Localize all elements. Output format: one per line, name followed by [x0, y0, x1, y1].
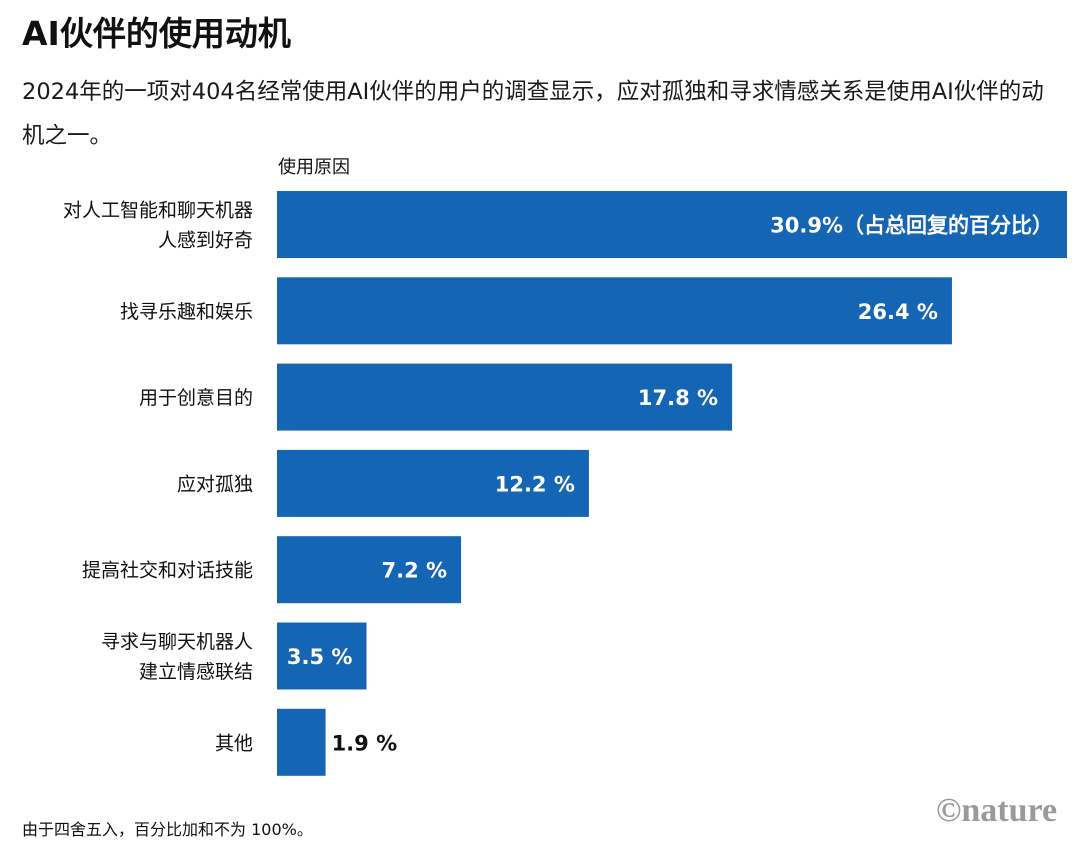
- category-label-3: 应对孤独: [177, 473, 253, 495]
- value-label-1: 26.4 %: [858, 300, 938, 324]
- bar-3: [277, 449, 589, 517]
- value-label-3: 12.2 %: [495, 472, 575, 496]
- y-axis-label: 使用原因: [278, 157, 350, 178]
- value-label-4: 7.2 %: [382, 559, 448, 583]
- nature-logo: ©nature: [936, 792, 1057, 829]
- chart-subtitle: 2024年的一项对404名经常使用AI伙伴的用户的调查显示，应对孤独和寻求情感关…: [22, 79, 1044, 149]
- bar-4: [277, 536, 462, 604]
- bar-1: [277, 277, 952, 345]
- bar-0: [277, 191, 1067, 258]
- chart-title: AI伙伴的使用动机: [22, 14, 291, 53]
- category-label-6: 其他: [215, 732, 253, 754]
- category-label-1: 找寻乐趣和娱乐: [120, 301, 253, 323]
- footnote: 由于四舍五入，百分比加和不为 100%。: [22, 820, 313, 839]
- category-label-4: 提高社交和对话技能: [82, 560, 253, 582]
- value-label-0: 30.9%（占总回复的百分比）: [770, 214, 1053, 238]
- svg-text:©nature: ©nature: [936, 792, 1057, 829]
- value-label-2: 17.8 %: [638, 386, 718, 410]
- bar-2: [277, 363, 733, 431]
- bar-6: [277, 708, 326, 776]
- category-label-5: 寻求与聊天机器人建立情感联结: [101, 631, 253, 683]
- bar-5: [277, 622, 367, 690]
- value-label-6: 1.9 %: [332, 731, 398, 755]
- value-label-5: 3.5 %: [287, 645, 353, 669]
- category-label-2: 用于创意目的: [139, 387, 253, 409]
- category-label-0: 对人工智能和聊天机器人感到好奇: [63, 200, 253, 252]
